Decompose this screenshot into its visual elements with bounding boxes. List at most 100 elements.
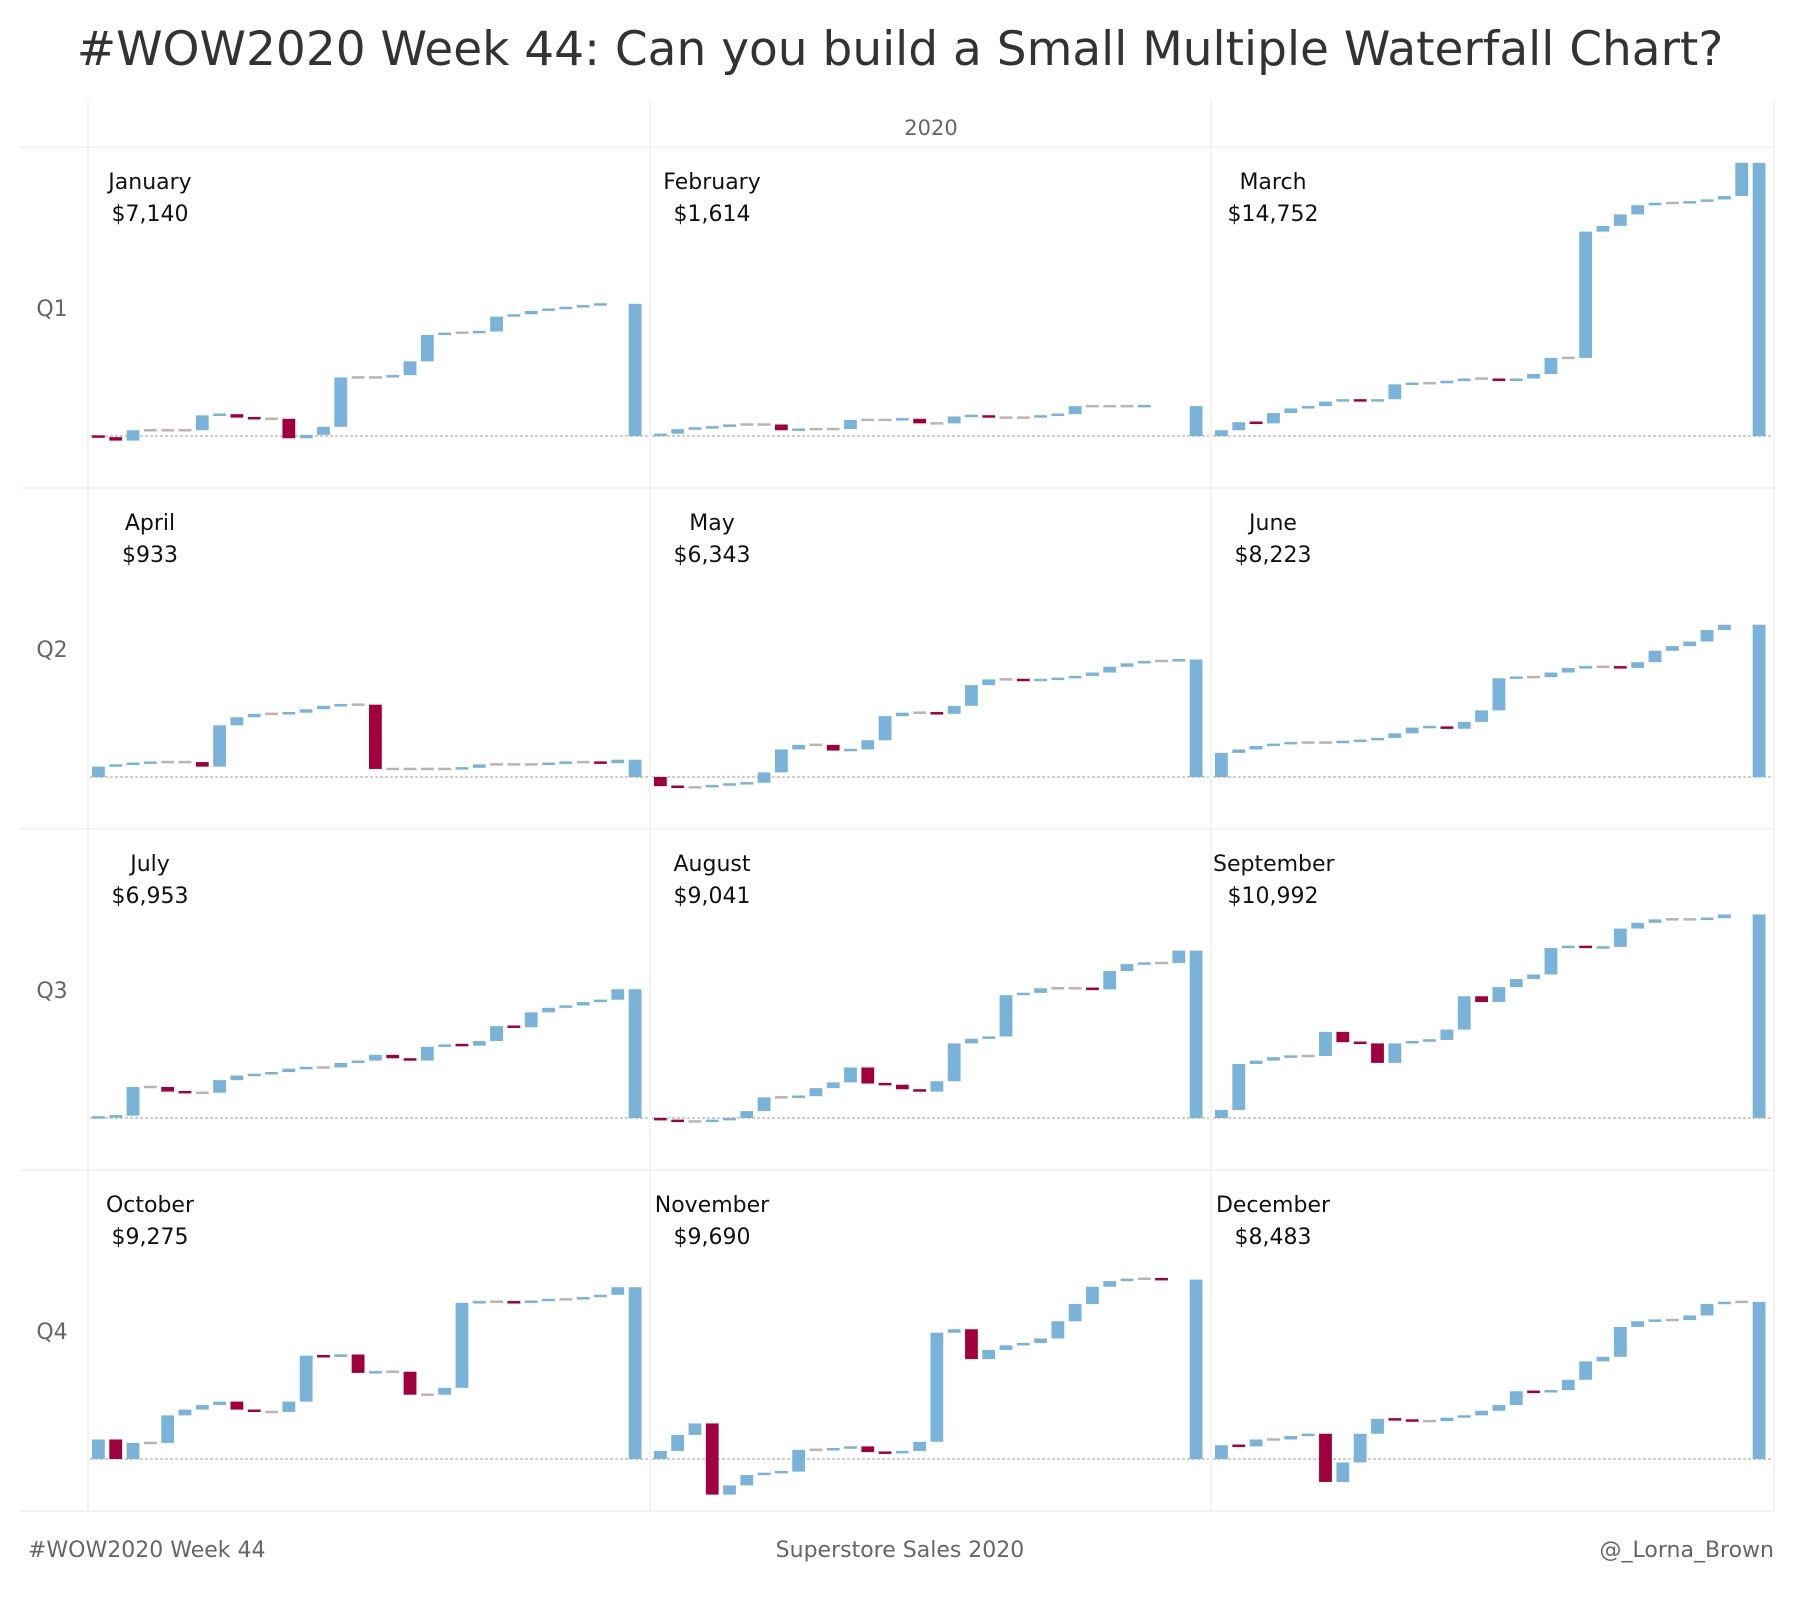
waterfall-bar-april-day-5[interactable] <box>161 760 175 764</box>
waterfall-bar-june-day-20[interactable] <box>1544 672 1558 678</box>
waterfall-bar-december-day-21[interactable] <box>1561 1379 1575 1391</box>
waterfall-bar-november-day-11[interactable] <box>826 1447 840 1451</box>
total-bar-march[interactable] <box>1752 162 1766 436</box>
waterfall-bar-february-day-21[interactable] <box>999 416 1013 419</box>
waterfall-bar-august-day-25[interactable] <box>1068 987 1082 990</box>
waterfall-bar-may-day-14[interactable] <box>878 716 892 741</box>
waterfall-bar-august-day-24[interactable] <box>1051 987 1065 990</box>
waterfall-bar-april-day-22[interactable] <box>455 767 469 770</box>
waterfall-bar-february-day-28[interactable] <box>1120 404 1134 408</box>
total-bar-august[interactable] <box>1189 950 1203 1118</box>
waterfall-bar-august-day-8[interactable] <box>774 1096 788 1099</box>
waterfall-bar-november-day-16[interactable] <box>913 1441 927 1451</box>
waterfall-bar-july-day-31[interactable] <box>611 989 625 1000</box>
waterfall-bar-january-day-11[interactable] <box>265 417 278 421</box>
waterfall-bar-november-day-27[interactable] <box>1103 1281 1117 1287</box>
waterfall-bar-september-day-8[interactable] <box>1336 1031 1350 1043</box>
waterfall-bar-september-day-21[interactable] <box>1561 945 1575 949</box>
waterfall-bar-june-day-6[interactable] <box>1301 741 1315 744</box>
waterfall-bar-august-day-18[interactable] <box>947 1043 961 1082</box>
waterfall-bar-october-day-14[interactable] <box>317 1354 330 1358</box>
waterfall-bar-july-day-8[interactable] <box>213 1080 226 1093</box>
waterfall-bar-july-day-18[interactable] <box>386 1054 400 1059</box>
waterfall-bar-january-day-14[interactable] <box>317 426 330 435</box>
waterfall-bar-september-day-22[interactable] <box>1579 945 1593 949</box>
waterfall-bar-may-day-1[interactable] <box>654 777 667 787</box>
waterfall-bar-january-day-16[interactable] <box>351 376 365 379</box>
waterfall-bar-october-day-27[interactable] <box>542 1298 555 1302</box>
waterfall-bar-october-day-16[interactable] <box>351 1354 365 1373</box>
waterfall-bar-april-day-21[interactable] <box>438 767 452 771</box>
waterfall-bar-august-day-17[interactable] <box>930 1081 944 1092</box>
waterfall-bar-may-day-21[interactable] <box>999 678 1013 681</box>
waterfall-bar-june-day-10[interactable] <box>1371 737 1384 741</box>
waterfall-bar-june-day-22[interactable] <box>1579 666 1593 669</box>
waterfall-bar-august-day-19[interactable] <box>965 1038 978 1044</box>
waterfall-bar-january-day-22[interactable] <box>455 331 469 334</box>
waterfall-bar-october-day-1[interactable] <box>92 1439 105 1459</box>
waterfall-bar-september-day-16[interactable] <box>1475 996 1488 1003</box>
waterfall-bar-august-day-21[interactable] <box>999 995 1013 1037</box>
waterfall-bar-october-day-5[interactable] <box>161 1415 175 1443</box>
waterfall-bar-february-day-18[interactable] <box>947 416 961 424</box>
waterfall-bar-january-day-18[interactable] <box>386 375 400 378</box>
waterfall-bar-march-day-7[interactable] <box>1319 401 1332 407</box>
waterfall-bar-august-day-15[interactable] <box>895 1084 909 1090</box>
waterfall-bar-march-day-30[interactable] <box>1717 196 1731 200</box>
waterfall-bar-january-day-29[interactable] <box>576 305 590 308</box>
waterfall-bar-march-day-4[interactable] <box>1267 413 1280 424</box>
waterfall-bar-march-day-27[interactable] <box>1665 201 1679 205</box>
waterfall-bar-february-day-12[interactable] <box>844 419 857 430</box>
waterfall-bar-january-day-26[interactable] <box>524 310 538 315</box>
waterfall-bar-october-day-25[interactable] <box>507 1301 521 1304</box>
waterfall-bar-january-day-17[interactable] <box>369 376 382 379</box>
waterfall-bar-january-day-21[interactable] <box>438 332 452 336</box>
waterfall-bar-september-day-1[interactable] <box>1215 1109 1228 1118</box>
waterfall-bar-january-day-1[interactable] <box>92 435 105 438</box>
waterfall-bar-november-day-3[interactable] <box>688 1423 702 1435</box>
waterfall-bar-january-day-12[interactable] <box>282 418 296 439</box>
waterfall-bar-october-day-3[interactable] <box>126 1442 140 1459</box>
waterfall-bar-march-day-26[interactable] <box>1648 202 1662 206</box>
waterfall-bar-september-day-28[interactable] <box>1683 918 1697 921</box>
waterfall-bar-june-day-4[interactable] <box>1267 743 1280 747</box>
waterfall-bar-may-day-16[interactable] <box>913 711 927 714</box>
waterfall-bar-july-day-9[interactable] <box>230 1075 244 1081</box>
waterfall-bar-september-day-7[interactable] <box>1319 1031 1332 1056</box>
waterfall-bar-july-day-22[interactable] <box>455 1043 469 1047</box>
waterfall-bar-june-day-8[interactable] <box>1336 740 1350 744</box>
waterfall-bar-may-day-8[interactable] <box>774 749 788 773</box>
waterfall-bar-may-day-23[interactable] <box>1034 678 1047 682</box>
waterfall-bar-january-day-2[interactable] <box>109 437 123 441</box>
waterfall-bar-february-day-20[interactable] <box>982 415 996 418</box>
waterfall-bar-november-day-26[interactable] <box>1086 1286 1099 1304</box>
waterfall-bar-september-day-6[interactable] <box>1301 1054 1315 1058</box>
waterfall-bar-april-day-30[interactable] <box>594 761 607 764</box>
waterfall-bar-july-day-2[interactable] <box>109 1115 123 1118</box>
waterfall-bar-may-day-12[interactable] <box>844 748 857 752</box>
waterfall-bar-april-day-2[interactable] <box>109 764 123 767</box>
waterfall-bar-may-day-3[interactable] <box>688 786 702 789</box>
waterfall-bar-june-day-24[interactable] <box>1613 666 1627 669</box>
waterfall-bar-november-day-4[interactable] <box>705 1423 719 1495</box>
waterfall-bar-august-day-4[interactable] <box>705 1119 719 1123</box>
total-bar-february[interactable] <box>1189 406 1203 436</box>
waterfall-bar-september-day-26[interactable] <box>1648 919 1662 923</box>
waterfall-bar-march-day-24[interactable] <box>1613 214 1627 226</box>
waterfall-bar-april-day-20[interactable] <box>420 767 434 771</box>
waterfall-bar-january-day-23[interactable] <box>472 330 486 334</box>
waterfall-bar-february-day-10[interactable] <box>809 427 823 431</box>
waterfall-bar-march-day-12[interactable] <box>1405 382 1419 386</box>
waterfall-bar-may-day-7[interactable] <box>757 772 771 783</box>
waterfall-bar-may-day-18[interactable] <box>947 705 961 714</box>
waterfall-bar-february-day-2[interactable] <box>671 429 685 434</box>
waterfall-bar-june-day-13[interactable] <box>1423 725 1436 729</box>
waterfall-bar-march-day-5[interactable] <box>1284 408 1298 414</box>
waterfall-bar-january-day-10[interactable] <box>247 416 261 420</box>
waterfall-bar-march-day-19[interactable] <box>1527 374 1541 379</box>
waterfall-bar-march-day-3[interactable] <box>1249 421 1263 425</box>
waterfall-bar-january-day-5[interactable] <box>161 429 175 432</box>
waterfall-bar-june-day-9[interactable] <box>1353 739 1367 743</box>
waterfall-bar-november-day-8[interactable] <box>774 1470 788 1474</box>
waterfall-bar-june-day-5[interactable] <box>1284 741 1298 745</box>
